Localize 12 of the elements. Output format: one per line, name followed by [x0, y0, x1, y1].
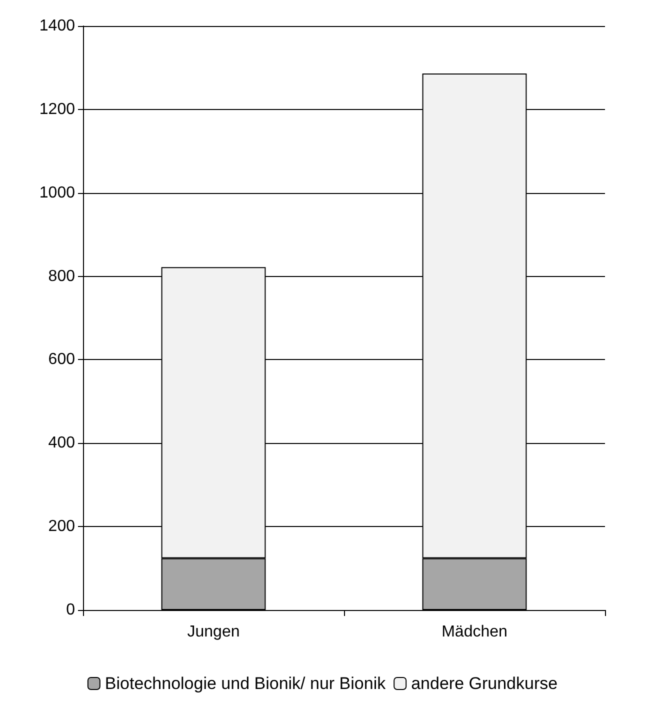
- x-tick-label: Mädchen: [442, 624, 508, 640]
- y-tick-label: 400: [48, 434, 76, 452]
- y-tick-label: 600: [48, 351, 76, 368]
- y-tick-label: 1200: [39, 100, 76, 118]
- y-tick-label: 0: [66, 602, 76, 618]
- x-tick-label: Jungen: [187, 624, 240, 640]
- y-tick-label: 800: [48, 268, 76, 285]
- y-tick-label: 200: [48, 518, 76, 536]
- legend-label: andere Grundkurse: [411, 674, 558, 693]
- y-tick-label: 1000: [39, 184, 76, 202]
- legend-label: Biotechnologie und Bionik/ nur Bionik: [104, 674, 386, 693]
- y-tick-label: 1400: [39, 18, 76, 34]
